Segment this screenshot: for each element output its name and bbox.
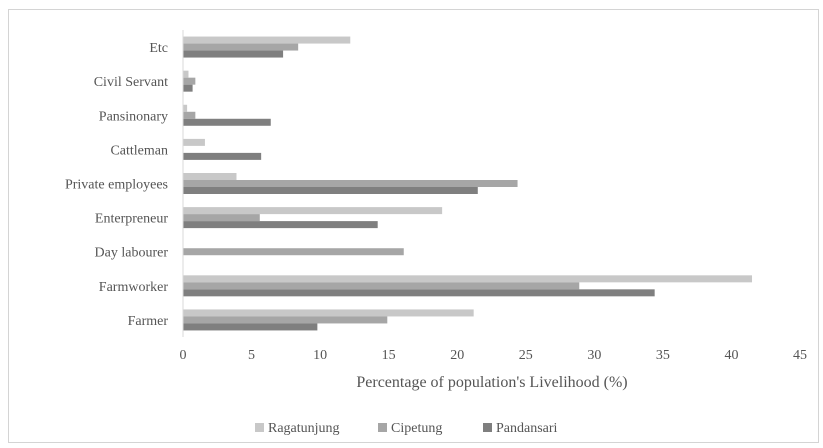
bars-layer bbox=[183, 36, 753, 331]
category-label-civil-servant: Civil Servant bbox=[94, 75, 168, 90]
bar-cipetung-private-employees bbox=[183, 180, 518, 187]
category-label-pansinonary: Pansinonary bbox=[99, 109, 168, 124]
x-tick-45: 45 bbox=[793, 348, 807, 363]
bar-ragatunjung-private-employees bbox=[183, 173, 237, 180]
x-tick-5: 5 bbox=[248, 348, 255, 363]
x-tick-15: 15 bbox=[382, 348, 396, 363]
bar-pandansari-pansinonary bbox=[183, 118, 271, 126]
bar-ragatunjung-civil-servant bbox=[183, 70, 189, 78]
category-label-private-employees: Private employees bbox=[65, 178, 168, 193]
bar-pandansari-farmer bbox=[183, 323, 318, 331]
x-tick-35: 35 bbox=[656, 348, 670, 363]
bar-ragatunjung-cattleman bbox=[183, 138, 205, 146]
bar-pandansari-civil-servant bbox=[183, 84, 193, 92]
x-tick-30: 30 bbox=[587, 348, 601, 363]
x-axis-title: Percentage of population's Livelihood (%… bbox=[356, 374, 627, 391]
x-tick-40: 40 bbox=[724, 348, 738, 363]
category-label-day-labourer: Day labourer bbox=[95, 246, 169, 261]
category-label-farmworker: Farmworker bbox=[99, 280, 169, 295]
category-label-etc: Etc bbox=[149, 41, 168, 56]
bar-pandansari-etc bbox=[183, 50, 284, 58]
bar-cipetung-farmer bbox=[183, 316, 388, 324]
bar-cipetung-enterpreneur bbox=[183, 214, 260, 222]
bar-ragatunjung-etc bbox=[183, 36, 351, 44]
legend: Ragatunjung Cipetung Pandansari bbox=[255, 421, 558, 436]
bar-ragatunjung-enterpreneur bbox=[183, 207, 443, 215]
legend-label-pandansari: Pandansari bbox=[496, 421, 558, 436]
bar-ragatunjung-farmer bbox=[183, 309, 474, 317]
bar-cipetung-day-labourer bbox=[183, 248, 404, 256]
bar-pandansari-farmworker bbox=[183, 289, 655, 297]
category-label-farmer: Farmer bbox=[128, 314, 169, 329]
x-tick-labels: 0 5 10 15 20 25 30 35 40 45 bbox=[180, 348, 808, 363]
legend-label-ragatunjung: Ragatunjung bbox=[268, 421, 340, 436]
bar-ragatunjung-pansinonary bbox=[183, 104, 188, 112]
category-labels: Etc Civil Servant Pansinonary Cattleman Priv… bbox=[65, 41, 168, 329]
bar-cipetung-farmworker bbox=[183, 282, 580, 290]
bar-pandansari-enterpreneur bbox=[183, 221, 378, 229]
x-tick-25: 25 bbox=[519, 348, 533, 363]
bar-pandansari-private-employees bbox=[183, 187, 478, 194]
x-tick-0: 0 bbox=[180, 348, 187, 363]
x-tick-20: 20 bbox=[450, 348, 464, 363]
bar-ragatunjung-farmworker bbox=[183, 275, 753, 283]
x-tick-10: 10 bbox=[313, 348, 327, 363]
legend-swatch-pandansari bbox=[483, 423, 492, 432]
category-label-cattleman: Cattleman bbox=[110, 143, 168, 158]
bar-cipetung-etc bbox=[183, 43, 299, 51]
legend-swatch-ragatunjung bbox=[255, 423, 264, 432]
legend-swatch-cipetung bbox=[378, 423, 387, 432]
bar-cipetung-civil-servant bbox=[183, 77, 196, 85]
legend-label-cipetung: Cipetung bbox=[391, 421, 442, 436]
bar-pandansari-cattleman bbox=[183, 152, 262, 160]
chart-frame bbox=[8, 9, 819, 443]
bar-cipetung-pansinonary bbox=[183, 111, 196, 119]
category-label-enterpreneur: Enterpreneur bbox=[95, 212, 168, 227]
